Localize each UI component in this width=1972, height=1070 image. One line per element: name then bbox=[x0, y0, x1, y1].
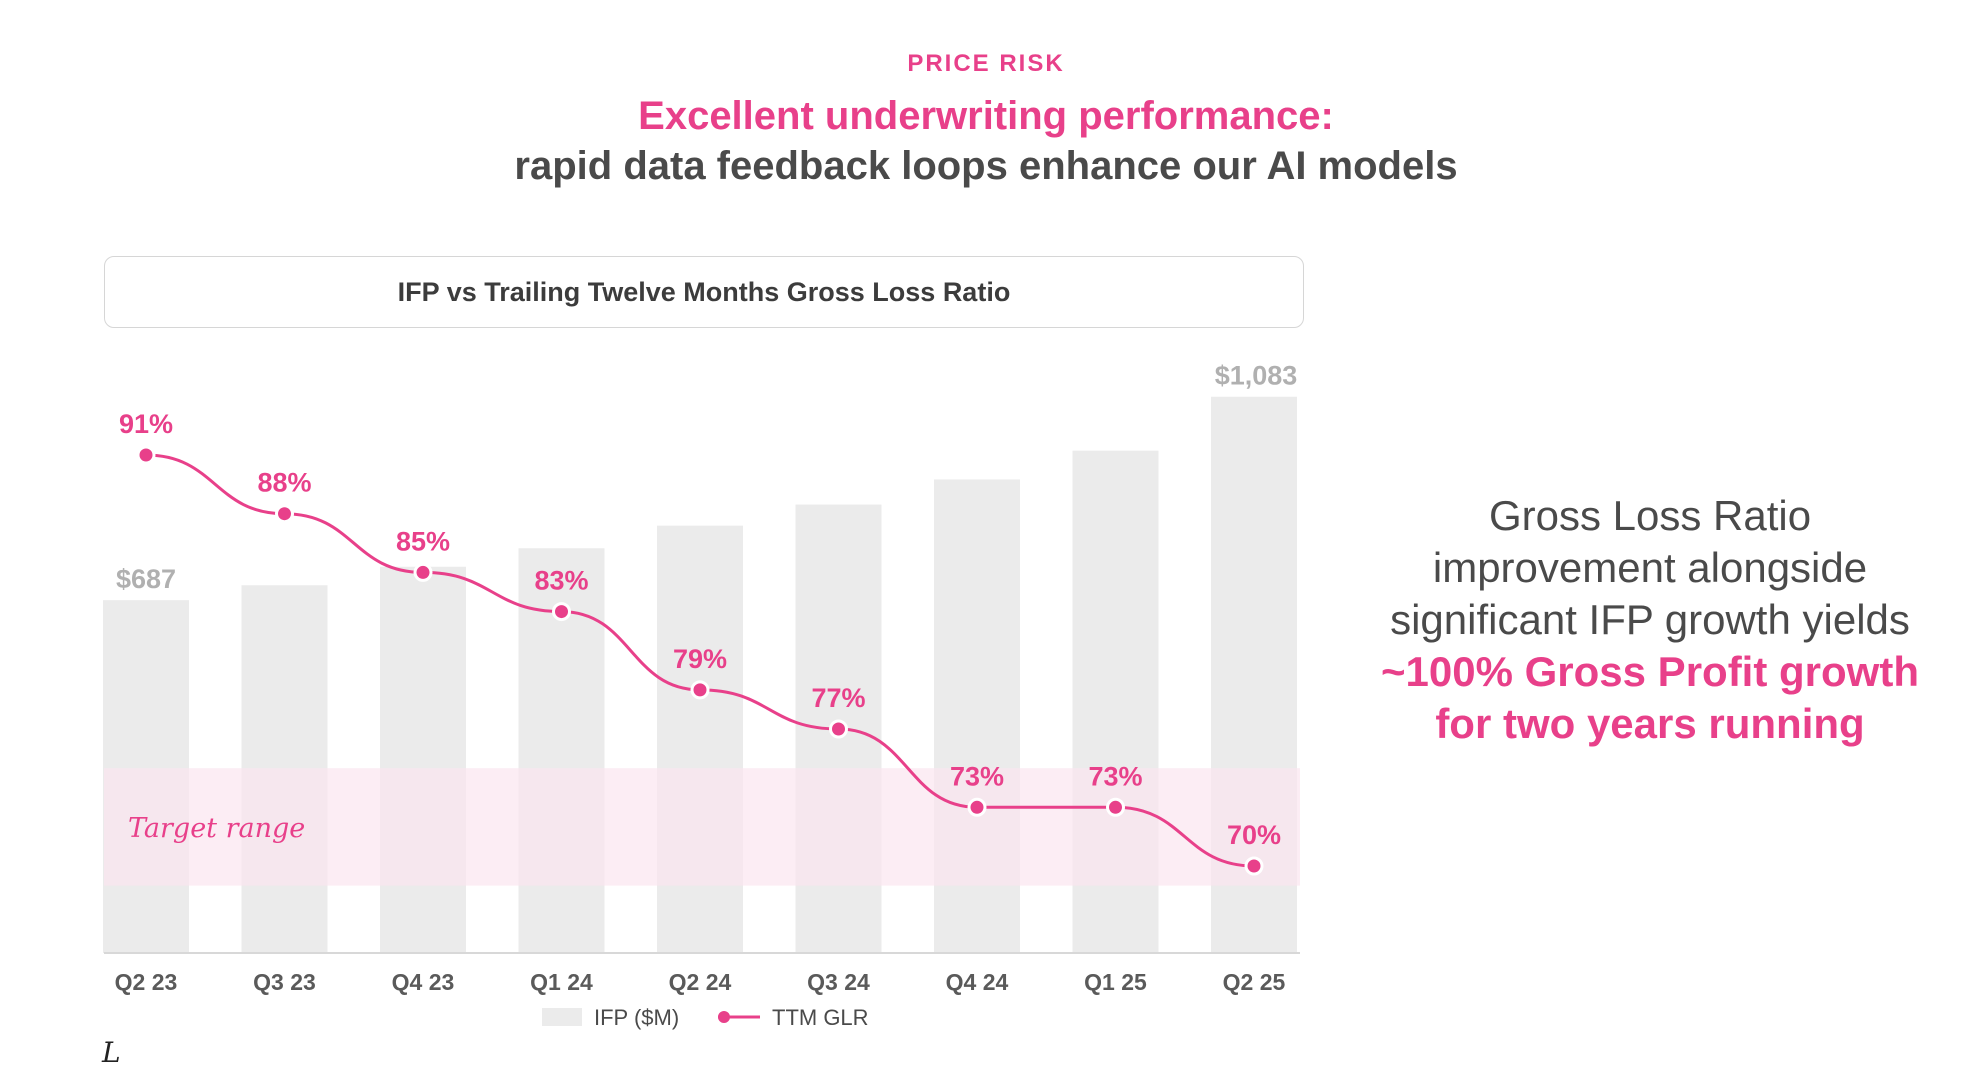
x-tick-label: Q2 23 bbox=[115, 969, 178, 995]
glr-value-label: 83% bbox=[534, 566, 588, 596]
bar-value-label: $687 bbox=[116, 564, 176, 594]
glr-point bbox=[1106, 797, 1125, 817]
target-range-band bbox=[104, 768, 1300, 886]
glr-value-label: 79% bbox=[673, 644, 727, 674]
glr-value-label: 73% bbox=[1088, 761, 1142, 791]
target-range-label: Target range bbox=[128, 813, 305, 844]
glr-point bbox=[552, 602, 571, 622]
kicker: PRICE RISK bbox=[907, 50, 1065, 77]
bar bbox=[380, 566, 466, 953]
glr-value-label: 70% bbox=[1227, 820, 1281, 850]
glr-value-label: 85% bbox=[396, 526, 450, 556]
glr-point bbox=[829, 719, 848, 739]
glr-point bbox=[690, 680, 710, 700]
x-tick-label: Q4 24 bbox=[946, 969, 1009, 995]
legend-label-glr: TTM GLR bbox=[772, 1005, 869, 1030]
legend-label-ifp: IFP ($M) bbox=[594, 1005, 679, 1030]
chart-title: IFP vs Trailing Twelve Months Gross Loss… bbox=[397, 276, 1011, 307]
glr-point bbox=[275, 504, 294, 524]
glr-point bbox=[1244, 856, 1264, 876]
glr-point bbox=[136, 445, 156, 465]
glr-value-label: 88% bbox=[257, 468, 311, 498]
x-tick-label: Q3 23 bbox=[253, 969, 316, 995]
callout-text: Gross Loss Ratio improvement alongside s… bbox=[1390, 492, 1910, 643]
glr-point bbox=[413, 562, 433, 582]
glr-point bbox=[967, 797, 987, 817]
page-subtitle: rapid data feedback loops enhance our AI… bbox=[514, 144, 1458, 188]
legend-swatch-ifp bbox=[542, 1008, 582, 1026]
x-tick-label: Q3 24 bbox=[807, 969, 870, 995]
bar bbox=[657, 525, 743, 953]
callout-highlight: ~100% Gross Profit growth for two years … bbox=[1381, 648, 1919, 747]
x-tick-label: Q4 23 bbox=[392, 969, 455, 995]
page-title: Excellent underwriting performance: bbox=[638, 94, 1334, 138]
x-tick-label: Q1 24 bbox=[530, 969, 593, 995]
legend-swatch-glr-dot bbox=[718, 1011, 730, 1023]
callout: Gross Loss Ratio improvement alongside s… bbox=[1380, 490, 1920, 750]
logo: L bbox=[102, 1036, 121, 1069]
glr-value-label: 91% bbox=[119, 409, 173, 439]
glr-value-label: 77% bbox=[811, 683, 865, 713]
x-tick-label: Q1 25 bbox=[1084, 969, 1147, 995]
chart-title-box: IFP vs Trailing Twelve Months Gross Loss… bbox=[104, 256, 1304, 328]
x-tick-label: Q2 25 bbox=[1223, 969, 1286, 995]
bar-value-label: $1,083 bbox=[1215, 361, 1298, 391]
x-tick-label: Q2 24 bbox=[669, 969, 732, 995]
glr-value-label: 73% bbox=[950, 761, 1004, 791]
